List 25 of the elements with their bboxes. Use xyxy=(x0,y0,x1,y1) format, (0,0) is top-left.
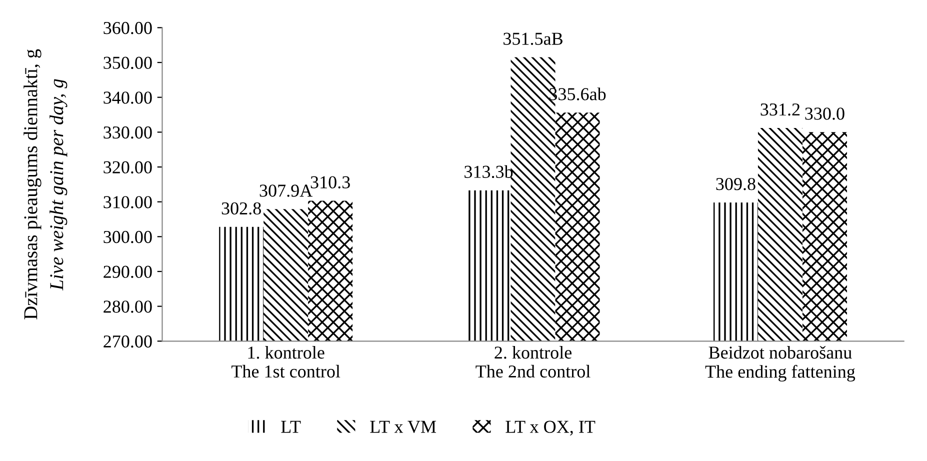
data-label: 310.3 xyxy=(310,176,350,188)
x-tick-label: Beidzot nobarošanu The ending fattening xyxy=(705,346,856,382)
legend-label: LT x OX, IT xyxy=(506,420,596,436)
legend-label: LT x VM xyxy=(370,420,436,433)
data-label: 331.2 xyxy=(760,103,800,116)
data-label: 330.0 xyxy=(805,108,844,120)
data-label: 307.9A xyxy=(260,184,313,197)
data-label: 302.8 xyxy=(222,202,261,215)
data-label: 309.8 xyxy=(716,178,756,190)
y-tick-label: 330.00 xyxy=(104,126,152,139)
x-tick-label: 2. kontrole The 2nd control xyxy=(476,346,590,378)
y-tick-label: 340.00 xyxy=(104,92,152,104)
y-tick-label: 280.00 xyxy=(104,300,152,313)
y-tick-label: 350.00 xyxy=(104,56,152,70)
y-tick-label: 360.00 xyxy=(104,22,152,34)
y-tick-label: 300.00 xyxy=(104,230,152,244)
data-label: 351.5aB xyxy=(504,32,562,45)
y-tick-label: 270.00 xyxy=(104,335,152,348)
y-tick-label: 310.00 xyxy=(104,196,152,208)
y-tick-label: 320.00 xyxy=(104,161,152,174)
y-tick-label: 290.00 xyxy=(104,266,152,278)
x-tick-label: 1. kontrole The 1st control xyxy=(231,346,340,378)
y-axis-title: Dzīvmasas pieaugums diennaktī, g Live weight gain per day, g xyxy=(24,49,68,320)
data-label: 313.3b xyxy=(464,165,513,178)
legend-label: LT xyxy=(281,420,301,433)
